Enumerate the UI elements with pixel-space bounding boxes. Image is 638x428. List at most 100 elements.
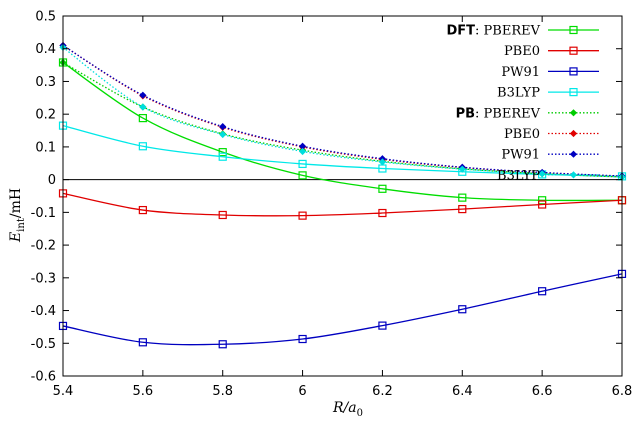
legend-group-separator: : xyxy=(475,24,484,39)
data-point xyxy=(458,165,466,173)
y-tick-label: 0.2 xyxy=(35,108,56,123)
legend-marker xyxy=(569,150,578,158)
legend-entry: B3LYP xyxy=(497,168,599,183)
legend-entry: B3LYP xyxy=(497,86,599,101)
x-tick-label: 6.8 xyxy=(612,384,633,399)
data-point xyxy=(218,148,227,157)
legend-series-name: PBEREV xyxy=(484,106,541,121)
data-point xyxy=(538,287,547,296)
x-axis-label: R/a0 xyxy=(332,400,363,419)
data-point xyxy=(138,205,147,215)
data-point xyxy=(218,152,227,161)
data-point xyxy=(218,340,227,349)
x-tick-label: 5.8 xyxy=(212,384,233,399)
legend-marker xyxy=(569,171,578,179)
legend-series-name: B3LYP xyxy=(497,86,540,101)
data-point xyxy=(538,196,547,205)
legend: DFT: PBEREV PBE0 PW91 B3LYP PB: PBEREV PBE0 PW… xyxy=(446,24,599,183)
legend-label: PW91 xyxy=(501,148,540,163)
legend-entry: PB: PBEREV xyxy=(456,106,599,121)
y-tick-label: -0.3 xyxy=(31,271,56,286)
y-tick-label: 0.5 xyxy=(35,10,56,25)
plot-frame xyxy=(62,15,623,377)
data-point xyxy=(298,147,307,156)
y-tick-label: -0.4 xyxy=(31,304,56,319)
x-tick-label: 6 xyxy=(298,384,306,399)
legend-marker xyxy=(569,25,578,35)
y-tick-label: -0.5 xyxy=(31,337,56,352)
legend-entry: PBE0 xyxy=(504,127,599,142)
data-point xyxy=(139,91,147,99)
legend-entry: PBE0 xyxy=(504,44,599,59)
y-tick-label: 0.1 xyxy=(35,140,56,155)
data-point xyxy=(298,211,307,220)
data-point xyxy=(138,142,147,151)
legend-label: PBE0 xyxy=(504,127,540,142)
data-point xyxy=(538,200,547,209)
legend-label: B3LYP xyxy=(497,86,540,101)
legend-group-separator: : xyxy=(475,106,484,121)
legend-group-label: PB xyxy=(456,106,475,121)
series-layer xyxy=(58,41,627,349)
series-pbe0-5 xyxy=(59,41,626,180)
y-axis-label-unit: /mH xyxy=(8,188,24,218)
y-tick-label: -0.1 xyxy=(31,206,56,221)
series-line xyxy=(62,273,623,346)
data-point xyxy=(138,114,147,123)
x-tick-label: 5.6 xyxy=(133,384,154,399)
data-point xyxy=(458,204,467,214)
legend-entry: DFT: PBEREV xyxy=(446,24,599,39)
y-tick-label: 0 xyxy=(48,173,56,188)
legend-series-name: PBE0 xyxy=(504,44,540,59)
y-axis-label-sub: int xyxy=(16,218,27,232)
legend-marker xyxy=(569,67,578,76)
data-point xyxy=(298,334,307,344)
legend-group-label: DFT xyxy=(446,24,475,39)
data-point xyxy=(219,123,227,131)
data-point xyxy=(298,142,307,150)
series-pw91-6 xyxy=(59,41,626,180)
data-point xyxy=(298,159,307,169)
series-line xyxy=(62,61,623,178)
series-pw91-2 xyxy=(58,269,627,349)
data-point xyxy=(219,130,227,139)
data-point xyxy=(139,103,147,111)
x-tick-label: 6.2 xyxy=(372,384,393,399)
data-point xyxy=(218,210,227,220)
x-tick-label: 6.6 xyxy=(532,384,553,399)
x-tick-label: 6.4 xyxy=(452,384,473,399)
legend-marker xyxy=(569,87,578,97)
y-axis-label: Eint/mH xyxy=(8,188,27,243)
legend-label: PB: PBEREV xyxy=(456,106,541,121)
legend-marker xyxy=(569,46,578,55)
data-point xyxy=(298,171,307,180)
y-tick-label: -0.2 xyxy=(31,239,56,254)
legend-label: DFT: PBEREV xyxy=(446,24,540,39)
data-point xyxy=(458,305,467,314)
series-line xyxy=(62,125,623,178)
series-b3lyp-7 xyxy=(59,43,626,181)
x-tick-label: 5.4 xyxy=(53,384,74,399)
series-line xyxy=(62,46,623,178)
series-dft-pberev-0 xyxy=(58,58,627,205)
y-tick-label: 0.4 xyxy=(35,42,56,57)
legend-marker xyxy=(569,109,578,117)
legend-entry: PW91 xyxy=(501,65,599,80)
legend-label: PW91 xyxy=(501,65,540,80)
series-pbe0-1 xyxy=(58,189,627,220)
y-tick-label: -0.6 xyxy=(31,370,56,385)
data-point xyxy=(458,193,467,202)
y-tick-label: 0.3 xyxy=(35,75,56,90)
legend-marker xyxy=(569,129,578,138)
legend-label: B3LYP xyxy=(497,168,540,183)
x-axis-label-sub: 0 xyxy=(357,408,363,419)
data-point xyxy=(378,184,387,193)
data-point xyxy=(378,158,387,166)
legend-series-name: B3LYP xyxy=(497,168,540,183)
data-point xyxy=(378,321,387,330)
y-axis-label-main: E xyxy=(8,232,24,243)
data-point xyxy=(138,338,147,347)
legend-series-name: PBEREV xyxy=(484,24,541,39)
series-line xyxy=(62,192,623,217)
legend-series-name: PBE0 xyxy=(504,127,540,142)
